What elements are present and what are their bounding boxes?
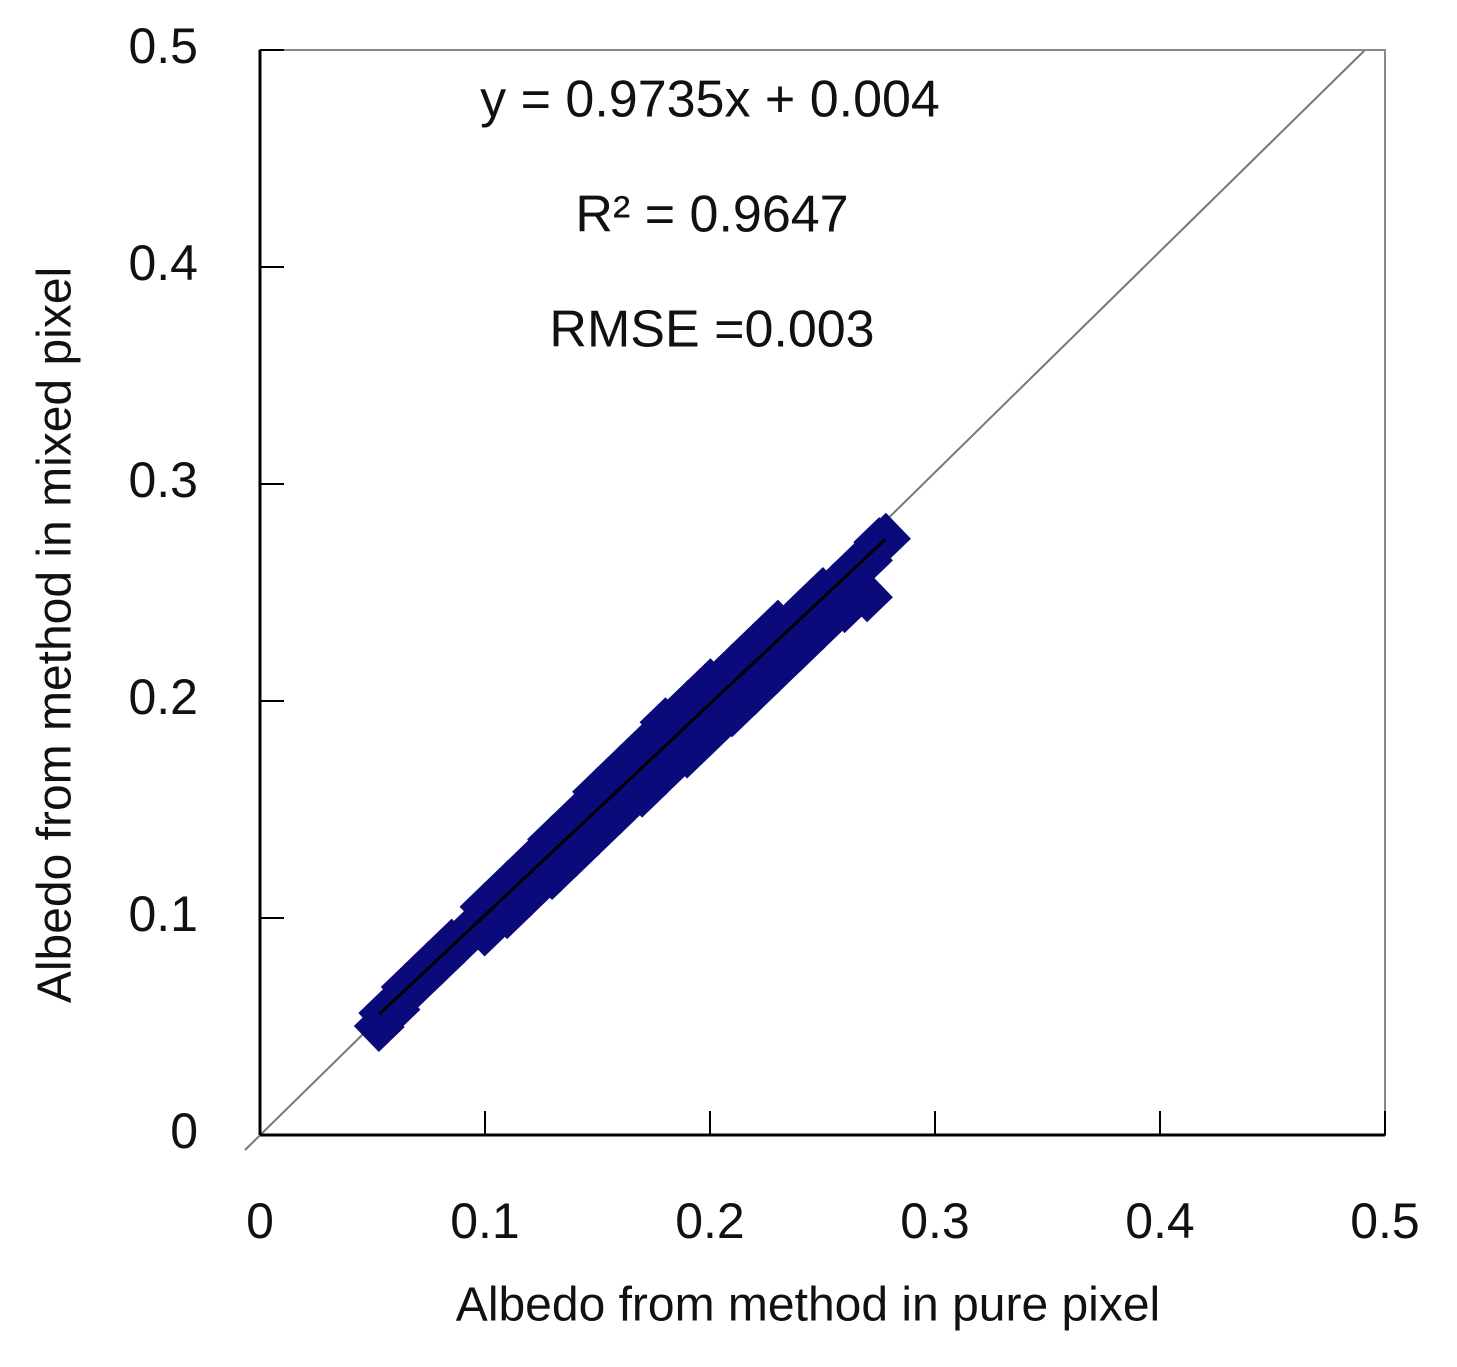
x-axis-label: Albedo from method in pure pixel — [456, 1279, 1160, 1332]
annotation: R² = 0.9647 — [575, 186, 848, 244]
annotation: y = 0.9735x + 0.004 — [480, 71, 940, 129]
annotation: RMSE =0.003 — [549, 301, 874, 359]
y-tick-label: 0.5 — [128, 18, 198, 74]
y-tick-label: 0.3 — [128, 452, 198, 508]
x-tick-label: 0.2 — [675, 1193, 745, 1249]
y-tick-label: 0.2 — [128, 669, 198, 725]
y-tick-label: 0.1 — [128, 886, 198, 942]
x-tick-label: 0 — [246, 1193, 274, 1249]
x-tick-label: 0.1 — [450, 1193, 520, 1249]
trendline — [378, 537, 887, 1016]
scatter-point — [842, 571, 893, 623]
y-axis-label: Albedo from method in mixed pixel — [29, 267, 82, 1003]
x-tick-label: 0.4 — [1125, 1193, 1195, 1249]
x-tick-label: 0.3 — [900, 1193, 970, 1249]
x-tick-label: 0.5 — [1350, 1193, 1420, 1249]
y-tick-label: 0 — [170, 1103, 198, 1159]
y-tick-label: 0.4 — [128, 235, 198, 291]
